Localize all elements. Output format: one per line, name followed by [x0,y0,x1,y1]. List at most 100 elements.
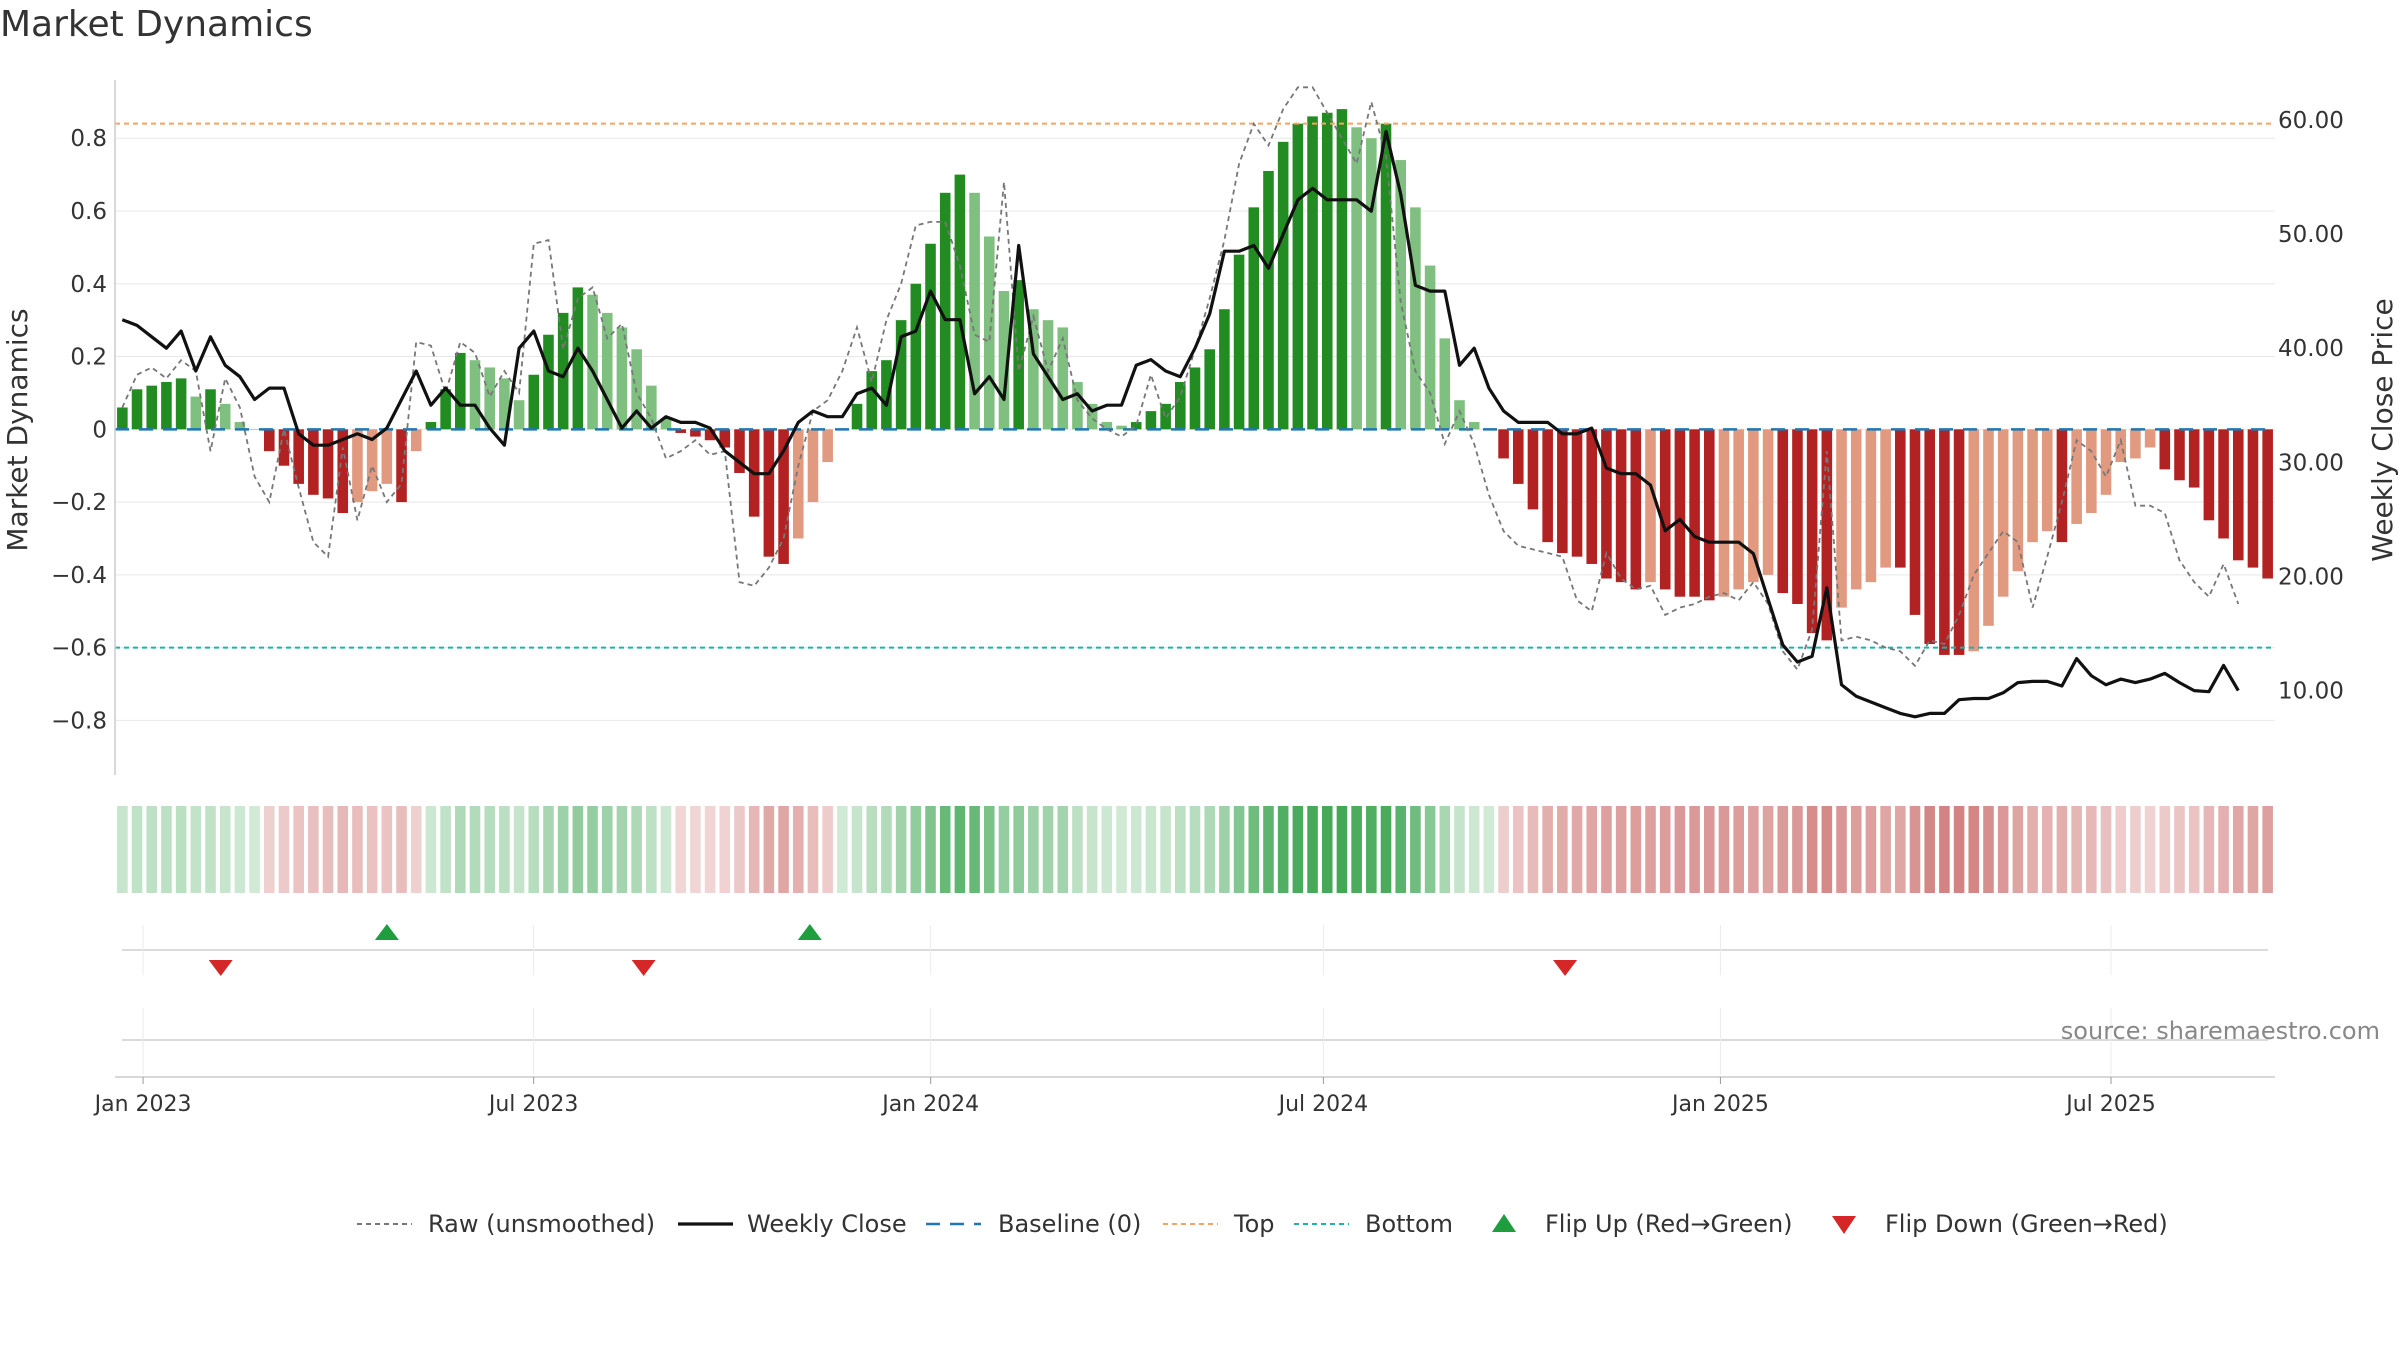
y-tick-label: −0.2 [51,490,107,516]
bar [660,418,672,430]
bar [866,371,878,430]
bar [1762,429,1774,575]
bar [587,294,598,430]
heat-cell [1557,806,1568,893]
heat-cell [528,806,540,893]
bar [675,429,687,433]
bar [1351,127,1362,430]
source-label: source: sharemaestro.com [2061,1017,2380,1045]
x-axis: Jan 2023 Jul 2023 Jan 2024 Jul 2024 Jan 2025… [93,1076,2275,1117]
bar [2218,429,2229,539]
legend-flip-down-icon [1832,1216,1856,1234]
heat-cell [337,806,349,893]
heat-cell [1277,806,1289,893]
heat-cell [1160,806,1171,893]
heat-cell [1380,806,1392,893]
heat-strip [117,806,2273,893]
bar [881,360,892,430]
bar [1674,429,1686,597]
y-tick-label: −0.8 [51,708,107,734]
heat-cell [807,806,819,893]
bar [1086,403,1098,430]
heat-cell [1571,806,1583,893]
y-tick-label: 0 [92,417,107,443]
heat-cell [851,806,863,893]
bar [499,378,510,430]
bar [2041,429,2053,532]
bar [2188,429,2200,488]
heat-cell [1733,806,1744,893]
heat-cell [719,806,731,893]
bar [719,429,731,448]
y2-tick-label: 40.00 [2278,336,2344,362]
heat-cell [1748,806,1759,893]
bar [1601,429,1612,579]
bar [293,429,304,484]
bar [1057,327,1069,430]
heat-cell [1028,806,1039,893]
heat-cell [1850,806,1862,893]
heat-cell [601,806,613,893]
bar [2159,429,2171,470]
heat-cell [1042,806,1054,893]
heat-cell [1366,806,1377,893]
bar [2012,429,2024,572]
heat-cell [1924,806,1935,893]
heat-cell [2203,806,2215,893]
heat-cell [1145,806,1157,893]
heat-cell [822,806,833,893]
heat-cell [939,806,951,893]
heat-cell [2232,806,2244,893]
legend-item: Raw (unsmoothed) [357,1210,655,1238]
heat-cell [263,806,275,893]
y2-tick-label: 10.00 [2278,679,2344,705]
heat-cell [396,806,407,893]
heat-cell [1880,806,1891,893]
heat-cell [1116,806,1127,893]
heat-cell [690,806,701,893]
bar [983,236,995,430]
legend-label: Top [1233,1210,1275,1238]
heat-cell [1336,806,1348,893]
x-tick-label: Jan 2024 [880,1092,979,1117]
heat-cell [469,806,481,893]
heat-cell [1806,806,1818,893]
heat-cell [616,806,628,893]
bar [1454,400,1465,430]
bar [998,291,1010,430]
bar [1204,349,1215,430]
legend-label: Bottom [1365,1210,1453,1238]
heat-cell [1086,806,1098,893]
bar [1498,429,1509,459]
heat-cell [249,806,260,893]
bar [1410,207,1421,430]
heat-cell [117,806,128,893]
heat-cell [1630,806,1642,893]
bar [455,352,466,430]
legend-label: Raw (unsmoothed) [428,1210,655,1238]
bar [1424,265,1436,430]
heat-cell [1263,806,1274,893]
bar [352,429,363,503]
heat-cell [2086,806,2097,893]
heat-cell [1703,806,1715,893]
bar [1321,112,1333,430]
heat-cell [1542,806,1553,893]
bar [2071,429,2082,524]
bar [969,192,980,430]
bar [513,400,525,430]
bar [1924,429,1935,645]
flip-up-marker [797,924,822,940]
bar [2115,429,2127,463]
heat-cell [1057,806,1069,893]
y2-tick-label: 20.00 [2278,564,2344,590]
heat-cell [278,806,290,893]
heat-cell [484,806,495,893]
heat-cell [1219,806,1230,893]
legend-flip-up-icon [1492,1214,1516,1232]
heat-cell [440,806,451,893]
heat-cell [1895,806,1906,893]
heat-cell [646,806,657,893]
y2-tick-label: 60.00 [2278,108,2344,134]
bar [2027,429,2038,543]
